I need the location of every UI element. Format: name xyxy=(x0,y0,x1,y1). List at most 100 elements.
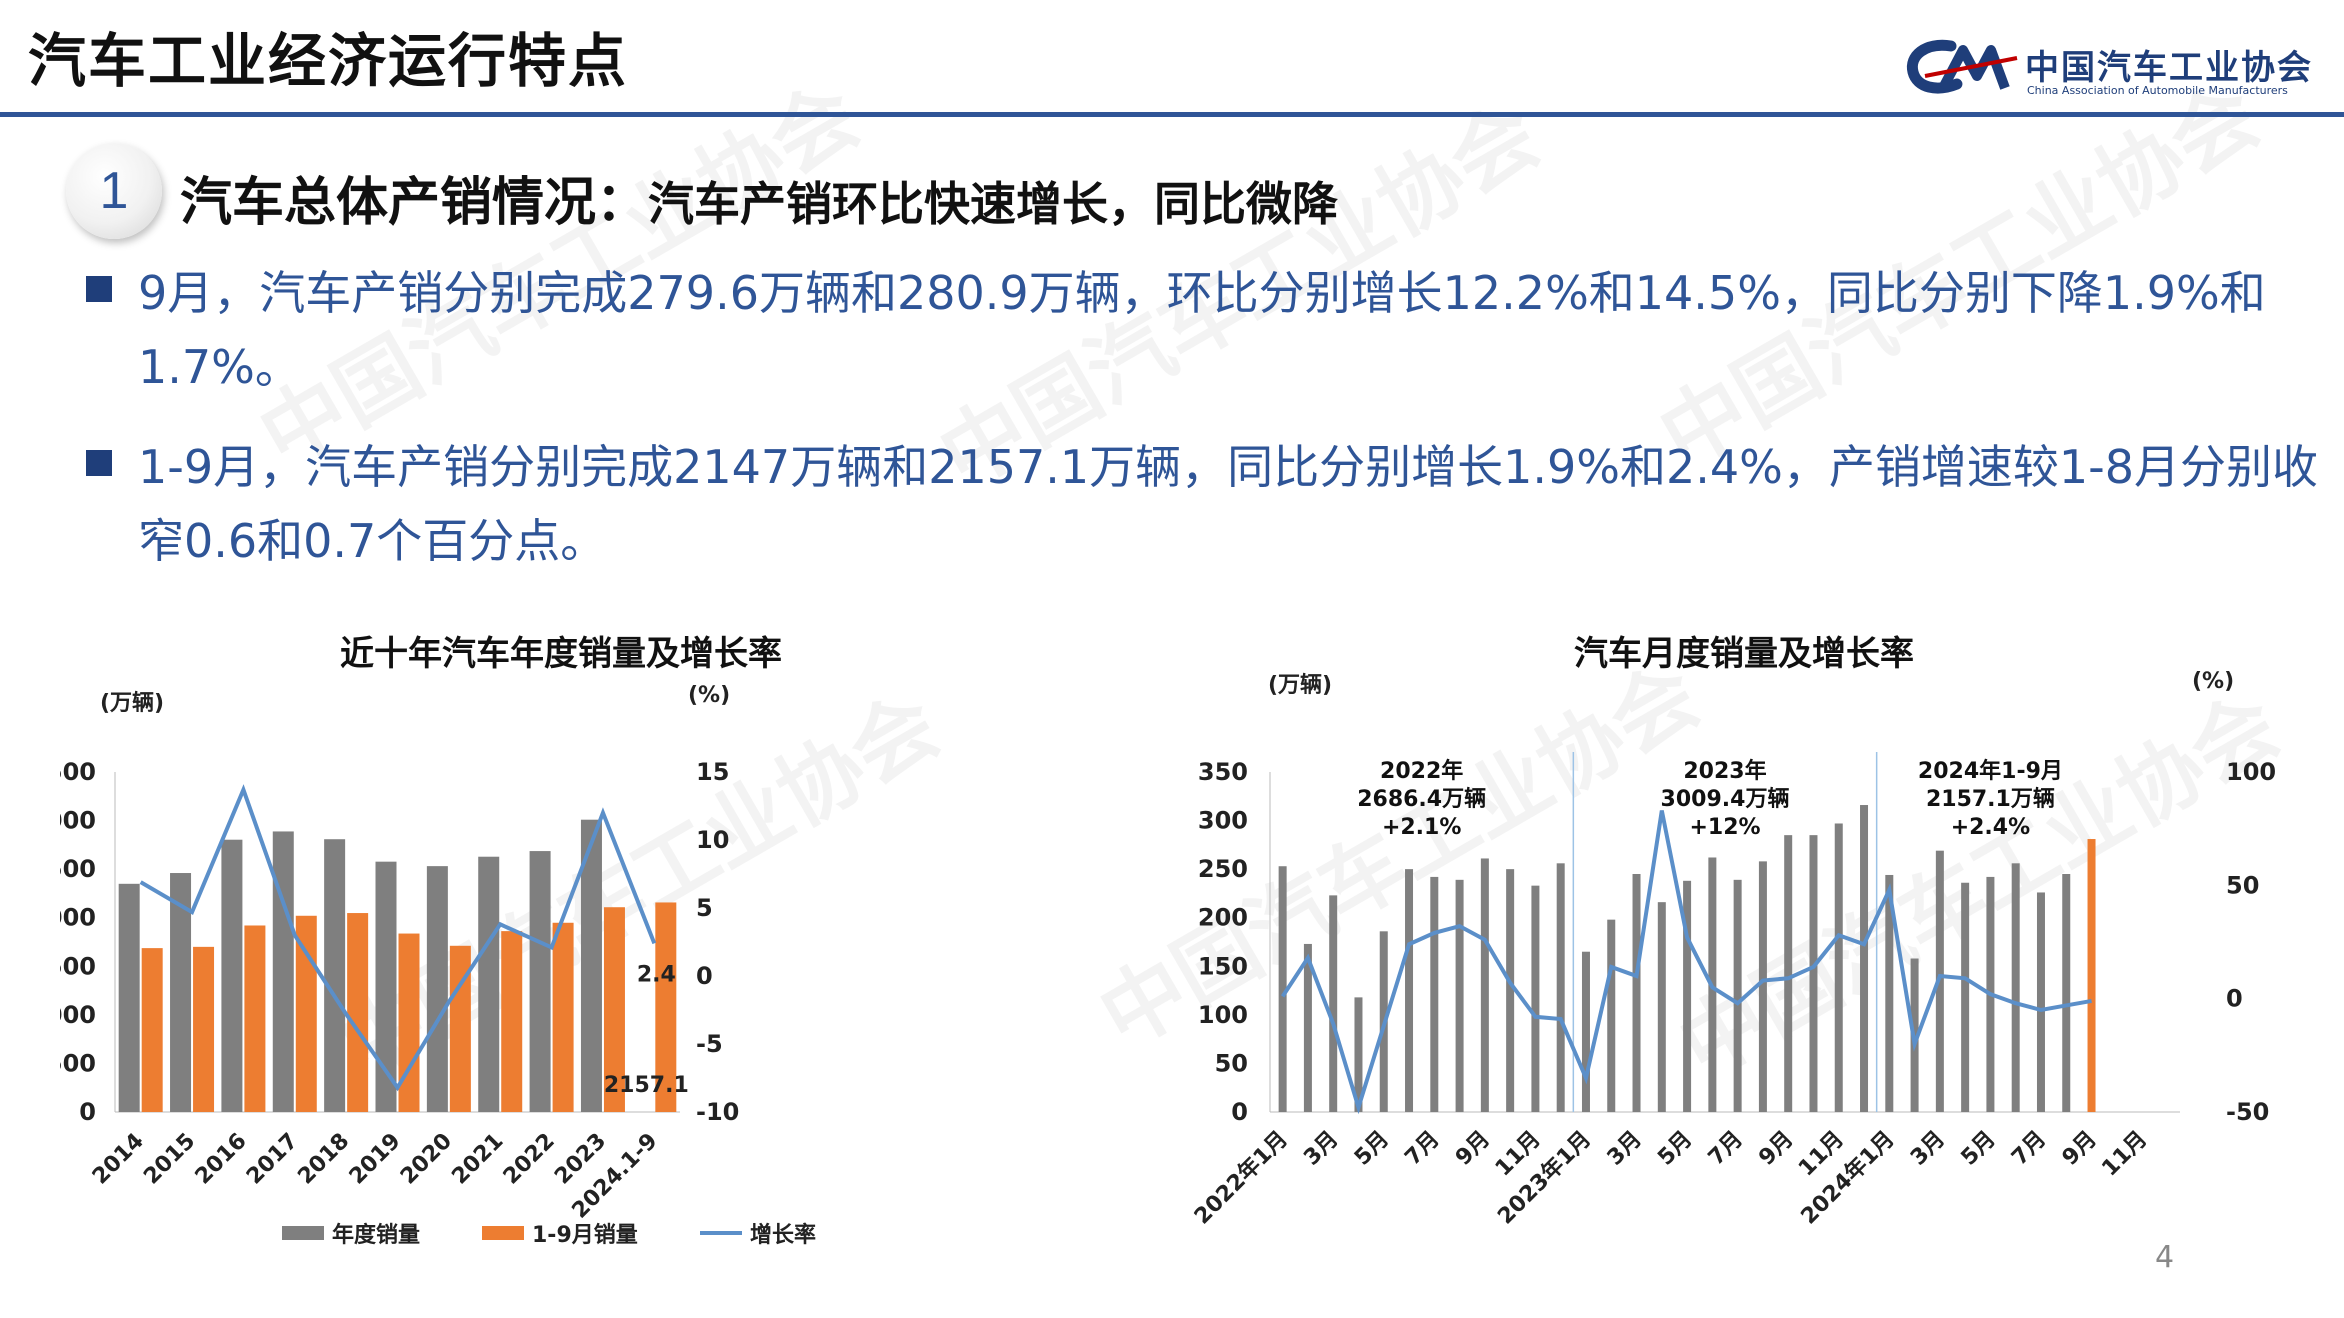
growth-rate-line xyxy=(139,784,657,1092)
bar-monthly-sales xyxy=(1405,869,1414,1112)
bar-annual-sales xyxy=(478,856,500,1112)
period-growth: +2.4% xyxy=(1951,815,2030,840)
caam-logo: 中国汽车工业协会 China Association of Automobile… xyxy=(1905,36,2325,106)
x-tick-label: 3月 xyxy=(1603,1127,1647,1171)
y2-tick-label: -50 xyxy=(2226,1098,2269,1126)
bar-jan-sep-sales xyxy=(347,913,369,1112)
y-tick-label: 2000 xyxy=(60,904,96,932)
x-tick-label: 7月 xyxy=(2007,1127,2051,1171)
monthly-sales-chart: (万辆) (%) 0 50 100 150 200 250 300 350 -50 0 50 100 202… xyxy=(1189,669,2276,1229)
x-tick-label: 2019 xyxy=(345,1129,406,1190)
y-tick-label: 500 xyxy=(60,1049,96,1077)
bar-monthly-sales xyxy=(1632,874,1641,1112)
bar-monthly-sales xyxy=(2087,839,2096,1112)
left-axis-unit: (万辆) xyxy=(1268,672,1332,698)
x-tick-label: 9月 xyxy=(1451,1127,1495,1171)
period-total: 2157.1万辆 xyxy=(1926,786,2055,812)
y-tick-label: 0 xyxy=(1231,1098,1248,1126)
bar-jan-sep-sales xyxy=(398,933,420,1112)
bar-jan-sep-sales xyxy=(655,902,677,1112)
bar-jan-sep-sales xyxy=(552,922,574,1112)
x-tick-label: 9月 xyxy=(2058,1127,2102,1171)
y2-tick-label: 0 xyxy=(2226,985,2243,1013)
page-number: 4 xyxy=(2155,1240,2175,1275)
bar-monthly-sales xyxy=(1480,858,1489,1112)
bullet-marker xyxy=(86,276,112,302)
bar-annual-sales xyxy=(580,819,602,1112)
x-tick-label: 3月 xyxy=(1299,1127,1343,1171)
section-number-badge: 1 xyxy=(66,143,162,239)
bar-monthly-sales xyxy=(1809,835,1818,1112)
x-tick-label: 5月 xyxy=(1350,1127,1394,1171)
x-tick-label: 2022 xyxy=(499,1129,560,1190)
y-tick-label: 250 xyxy=(1198,855,1248,883)
x-tick-label: 7月 xyxy=(1704,1127,1748,1171)
y2-tick-label: 10 xyxy=(696,826,729,854)
period-label: 2024年1-9月 xyxy=(1918,758,2063,784)
bar-jan-sep-sales xyxy=(141,948,163,1112)
annual-sales-chart: (万辆) (%) 0 500 1000 1500 2000 2500 3000 3500 -10 -5… xyxy=(60,683,816,1248)
y-tick-label: 300 xyxy=(1198,807,1248,835)
legend-swatch-jan-sep xyxy=(482,1226,524,1240)
y-tick-label: 0 xyxy=(79,1098,96,1126)
bullet-text: 1-9月，汽车产销分别完成2147万辆和2157.1万辆，同比分别增长1.9%和… xyxy=(138,440,2319,568)
y-tick-label: 50 xyxy=(1215,1049,1248,1077)
bar-monthly-sales xyxy=(1733,879,1742,1112)
section-heading: 汽车总体产销情况：汽车产销环比快速增长，同比微降 xyxy=(180,160,1338,235)
bar-jan-sep-sales xyxy=(295,915,317,1112)
bar-jan-sep-sales xyxy=(244,925,266,1112)
bar-annual-sales xyxy=(375,861,397,1112)
legend-label-jan-sep: 1-9月销量 xyxy=(532,1223,638,1248)
y2-tick-label: 0 xyxy=(696,962,713,990)
bar-monthly-sales xyxy=(1430,876,1439,1112)
data-label-growth: 2.4 xyxy=(637,962,676,987)
bullet-text: 9月，汽车产销分别完成279.6万辆和280.9万辆，环比分别增长12.2%和1… xyxy=(138,266,2266,394)
data-label-sales: 2157.1 xyxy=(604,1073,689,1098)
x-tick-label: 2014 xyxy=(88,1129,149,1190)
chart-title-monthly: 汽车月度销量及增长率 xyxy=(1574,634,1914,674)
x-tick-label: 2020 xyxy=(396,1129,457,1190)
bullet-marker xyxy=(86,450,112,476)
x-tick-label: 2015 xyxy=(139,1129,200,1190)
y2-tick-label: 100 xyxy=(2226,758,2276,786)
bar-monthly-sales xyxy=(1961,882,1970,1112)
bar-monthly-sales xyxy=(2011,863,2020,1112)
x-tick-label: 3月 xyxy=(1906,1127,1950,1171)
x-tick-label: 5月 xyxy=(1653,1127,1697,1171)
bar-annual-sales xyxy=(221,839,243,1112)
bar-monthly-sales xyxy=(1885,874,1894,1112)
x-tick-label: 7月 xyxy=(1400,1127,1444,1171)
chart-title-annual: 近十年汽车年度销量及增长率 xyxy=(340,634,782,674)
period-label: 2023年 xyxy=(1683,758,1766,784)
growth-rate-line xyxy=(1280,810,2092,1115)
x-tick-label: 9月 xyxy=(1754,1127,1798,1171)
bar-annual-sales xyxy=(170,873,192,1112)
bar-monthly-sales xyxy=(1278,866,1287,1112)
bar-monthly-sales xyxy=(1354,997,1363,1112)
bar-monthly-sales xyxy=(1758,861,1767,1112)
bar-monthly-sales xyxy=(1506,869,1515,1112)
bar-jan-sep-sales xyxy=(449,945,471,1112)
y2-tick-label: 5 xyxy=(696,894,713,922)
period-total: 3009.4万辆 xyxy=(1661,786,1790,812)
legend-label-annual: 年度销量 xyxy=(332,1222,420,1248)
bar-monthly-sales xyxy=(2036,892,2045,1112)
y2-tick-label: 15 xyxy=(696,758,729,786)
caam-logo-icon xyxy=(1906,39,2018,94)
y-tick-label: 1000 xyxy=(60,1001,96,1029)
section-subtitle: 汽车产销环比快速增长，同比微降 xyxy=(648,177,1339,231)
bar-monthly-sales xyxy=(1784,835,1793,1112)
header-divider xyxy=(0,112,2344,117)
bar-monthly-sales xyxy=(1683,880,1692,1112)
y-tick-label: 3500 xyxy=(60,758,96,786)
x-tick-label: 2021 xyxy=(447,1129,508,1190)
bar-annual-sales xyxy=(118,883,140,1112)
y2-tick-label: 50 xyxy=(2226,871,2259,899)
y-tick-label: 1500 xyxy=(60,952,96,980)
legend-label-growth: 增长率 xyxy=(750,1222,816,1248)
bar-monthly-sales xyxy=(1329,895,1338,1112)
bar-monthly-sales xyxy=(1860,805,1869,1112)
y-tick-label: 2500 xyxy=(60,855,96,883)
y2-tick-label: -10 xyxy=(696,1098,739,1126)
period-growth: +12% xyxy=(1689,815,1760,840)
